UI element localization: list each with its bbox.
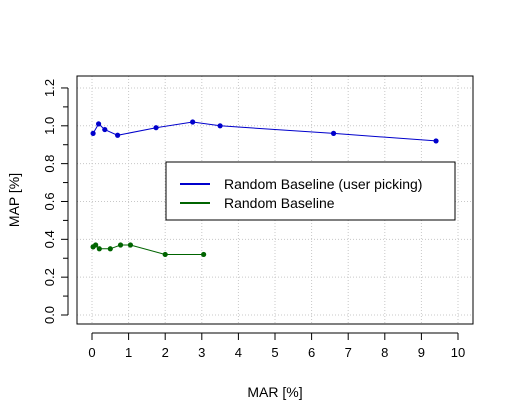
- data-point: [190, 119, 196, 125]
- y-tick-label: 1.2: [42, 79, 57, 97]
- x-tick-label: 4: [235, 345, 242, 360]
- series-layer: [90, 119, 439, 258]
- x-tick-label: 10: [451, 345, 465, 360]
- data-point: [201, 251, 207, 258]
- legend: Random Baseline (user picking) Random Bas…: [165, 161, 456, 221]
- y-tick-label: 1.0: [42, 117, 57, 135]
- plot-frame: [76, 75, 474, 325]
- x-tick-label: 6: [308, 345, 315, 360]
- data-point: [153, 125, 159, 131]
- x-tick-label: 5: [271, 345, 278, 360]
- x-tick-label: 1: [125, 345, 132, 360]
- data-point: [115, 132, 121, 138]
- data-point: [90, 130, 96, 136]
- x-tick-label: 3: [198, 345, 205, 360]
- data-point: [93, 242, 99, 248]
- x-tick-label: 7: [345, 345, 352, 360]
- y-tick-label: 0.0: [42, 306, 57, 324]
- x-tick-label: 0: [88, 345, 95, 360]
- y-tick-label: 0.8: [42, 155, 57, 173]
- x-tick-label: 8: [381, 345, 388, 360]
- legend-box: [165, 161, 456, 221]
- legend-label: Random Baseline (user picking): [224, 176, 422, 192]
- data-point: [95, 121, 102, 127]
- axes: 0 1 2 3 4 5 6 7 8 9 10 0.0 0.2 0.4 0.6 0.8 1.0 1.2: [42, 79, 465, 360]
- y-tick-label: 0.4: [42, 230, 57, 248]
- legend-label: Random Baseline: [224, 195, 335, 211]
- x-axis-title: MAR [%]: [247, 384, 302, 400]
- data-point: [127, 242, 134, 248]
- data-point: [217, 123, 223, 129]
- y-tick-label: 0.6: [42, 192, 57, 210]
- data-point: [107, 246, 113, 252]
- y-tick-label: 0.2: [42, 268, 57, 286]
- x-tick-label: 2: [162, 345, 169, 360]
- data-point: [330, 130, 337, 136]
- data-point: [162, 251, 168, 258]
- x-tick-label: 9: [418, 345, 425, 360]
- data-point: [117, 242, 124, 248]
- data-point: [102, 126, 108, 133]
- data-point: [433, 138, 439, 144]
- y-axis-title: MAP [%]: [6, 173, 22, 227]
- data-point: [96, 246, 102, 252]
